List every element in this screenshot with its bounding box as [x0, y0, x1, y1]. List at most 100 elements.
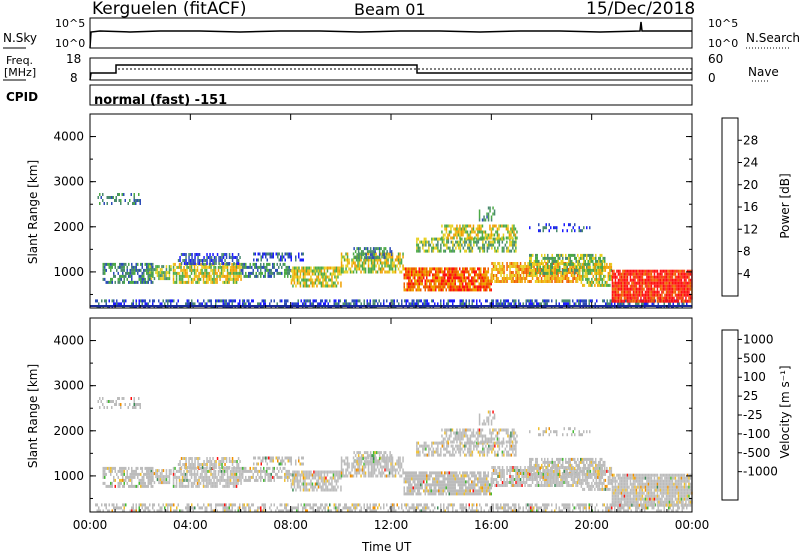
power-pixel	[357, 261, 359, 265]
power-pixel	[378, 256, 381, 260]
power-pixel	[381, 264, 383, 268]
power-pixel	[578, 274, 580, 277]
velocity-pixel	[248, 503, 250, 507]
power-pixel	[665, 284, 668, 288]
power-pixel	[554, 262, 556, 266]
power-pixel	[561, 280, 564, 283]
power-pixel	[228, 256, 231, 259]
velocity-pixel	[567, 509, 569, 513]
power-pixel	[465, 302, 467, 306]
velocity-pixel	[183, 469, 185, 473]
power-pixel	[280, 258, 282, 262]
power-pixel	[462, 227, 464, 231]
power-pixel	[386, 250, 388, 254]
power-pixel	[374, 299, 376, 303]
power-pixel	[319, 278, 321, 282]
velocity-pixel	[407, 509, 409, 513]
power-pixel	[308, 266, 311, 270]
velocity-pixel	[192, 506, 194, 510]
velocity-pixel	[347, 509, 349, 513]
power-pixel	[542, 226, 544, 230]
power-pixel	[454, 276, 456, 280]
power-pixel	[358, 261, 361, 265]
power-pixel	[658, 278, 660, 282]
velocity-pixel	[419, 509, 421, 513]
velocity-pixel	[180, 481, 182, 485]
power-pixel	[646, 278, 648, 282]
power-pixel	[601, 262, 604, 266]
velocity-pixel	[149, 472, 151, 476]
power-pixel	[138, 299, 140, 303]
power-pixel	[297, 302, 299, 306]
power-pixel	[637, 290, 639, 294]
power-pixel	[500, 280, 502, 283]
power-pixel	[646, 275, 648, 279]
power-pixel	[679, 281, 681, 285]
velocity-pixel	[300, 503, 302, 507]
power-pixel	[319, 272, 321, 276]
power-pixel	[477, 233, 479, 237]
power-pixel	[422, 240, 424, 244]
power-pixel	[152, 268, 154, 272]
power-pixel	[603, 277, 605, 281]
power-pixel	[460, 285, 462, 289]
power-pixel	[547, 265, 549, 269]
power-pixel	[183, 268, 185, 272]
power-pixel	[400, 258, 403, 262]
velocity-pixel	[113, 478, 115, 482]
velocity-pixel	[287, 509, 289, 513]
power-pixel	[219, 259, 222, 262]
power-pixel	[409, 279, 411, 283]
power-pixel	[480, 273, 482, 277]
power-pixel	[284, 299, 286, 303]
power-pixel	[529, 268, 531, 272]
power-pixel	[606, 302, 608, 306]
power-pixel	[604, 280, 607, 284]
power-pixel	[453, 299, 455, 303]
velocity-pixel	[126, 475, 128, 479]
power-pixel	[581, 253, 583, 257]
velocity-pixel	[111, 509, 113, 513]
power-pixel	[369, 247, 372, 251]
power-pixel	[556, 265, 558, 269]
power-pixel	[521, 265, 523, 268]
power-pixel	[474, 273, 476, 277]
power-pixel	[273, 262, 275, 266]
power-pixel	[355, 258, 358, 262]
power-pixel	[492, 237, 495, 241]
power-pixel	[454, 270, 456, 274]
velocity-pixel	[348, 509, 350, 513]
velocity-pixel	[500, 506, 502, 510]
velocity-pixel	[525, 503, 527, 507]
velocity-pixel	[407, 503, 409, 507]
power-pixel	[345, 258, 347, 262]
velocity-pixel	[368, 506, 370, 510]
power-pixel	[625, 272, 627, 276]
power-pixel	[628, 269, 630, 273]
velocity-pixel	[116, 472, 118, 476]
velocity-pixel	[98, 509, 100, 513]
velocity-pixel	[199, 472, 202, 476]
velocity-pixel	[500, 503, 502, 507]
power-pixel	[644, 278, 647, 282]
velocity-pixel	[668, 506, 670, 510]
power-pixel	[611, 290, 614, 294]
power-pixel	[371, 250, 373, 254]
power-pixel	[365, 247, 367, 251]
power-pixel	[216, 253, 219, 256]
power-pixel	[417, 249, 420, 253]
power-pixel	[686, 284, 689, 288]
power-pixel	[369, 253, 372, 257]
velocity-pixel	[120, 481, 122, 485]
power-pixel	[617, 272, 620, 276]
velocity-pixel	[150, 481, 153, 485]
power-pixel	[623, 302, 625, 306]
power-pixel	[158, 265, 160, 269]
power-pixel	[508, 233, 511, 237]
power-pixel	[109, 196, 111, 199]
power-pixel	[659, 299, 662, 303]
power-pixel	[167, 299, 169, 303]
velocity-pixel	[492, 506, 494, 510]
power-pixel	[216, 271, 218, 275]
velocity-pixel	[228, 503, 230, 507]
